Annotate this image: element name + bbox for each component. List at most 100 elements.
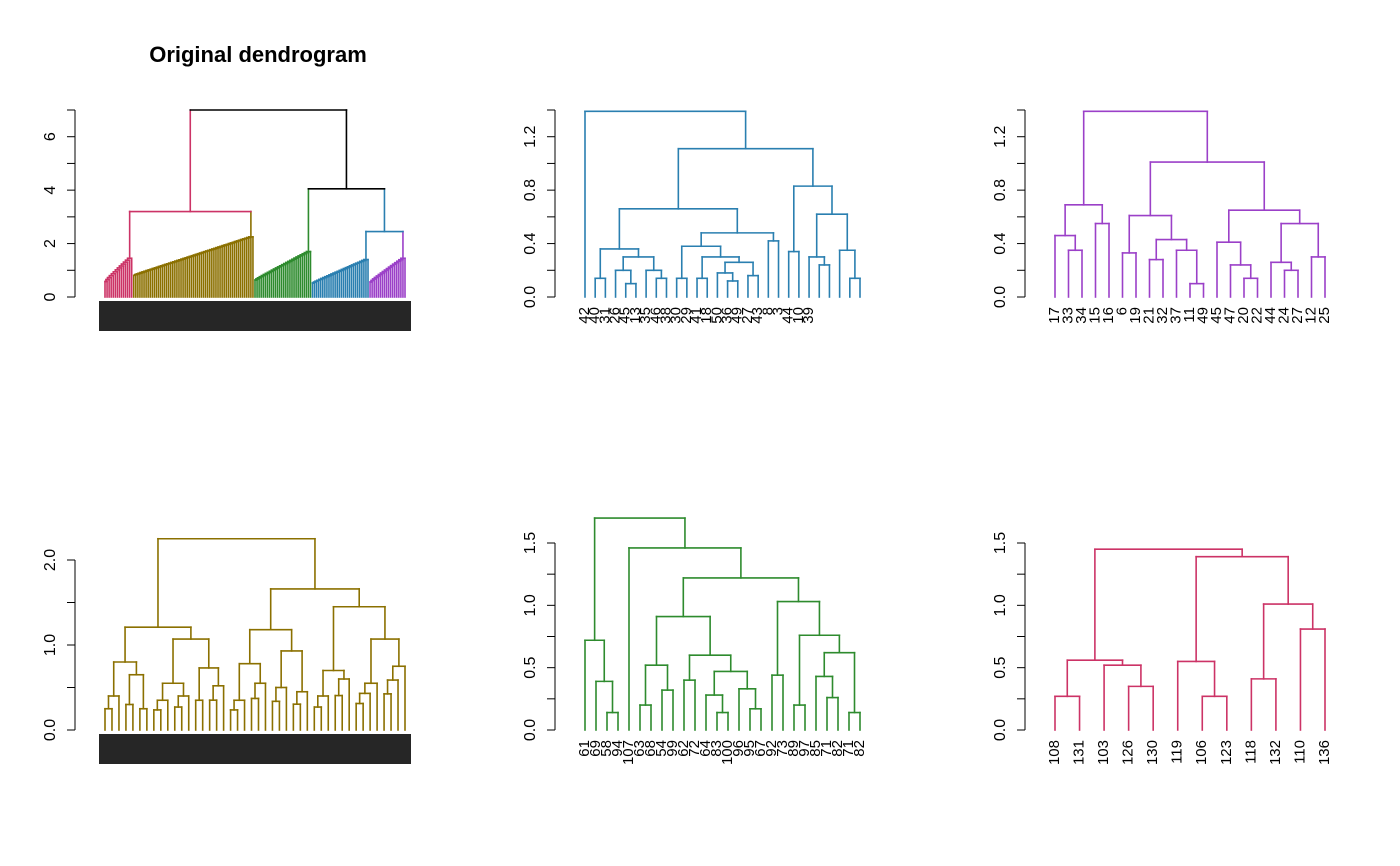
leaf-label: 17: [1046, 307, 1063, 324]
y-tick-label: 0.8: [992, 179, 1009, 201]
leaf-label: 82: [829, 740, 846, 757]
leaf-label: 45: [617, 307, 634, 324]
leaf-label: 73: [774, 740, 791, 757]
leaf-label: 97: [796, 740, 813, 757]
leaf-label: 71: [818, 740, 835, 757]
leaf-label: 44: [780, 307, 797, 324]
panel-olive-cluster: 0.0 1.0 2.0: [42, 537, 411, 764]
leaf-label: 131: [1071, 740, 1088, 765]
panel-title: Original dendrogram: [149, 42, 367, 67]
leaf-label: 132: [1267, 740, 1284, 765]
leaf-label: 61: [576, 740, 593, 757]
leaf-label: 41: [688, 307, 705, 324]
leaf-label: 6: [1113, 307, 1130, 315]
leaf-label: 12: [1302, 307, 1319, 324]
leaf-label: 47: [1221, 307, 1238, 324]
leaf-label: 130: [1144, 740, 1161, 765]
leaf-label: 123: [1218, 740, 1235, 765]
y-tick-label: 4: [42, 186, 59, 195]
y-tick-label: 0.0: [522, 719, 539, 741]
y-tick-label: 1.5: [522, 532, 539, 554]
y-tick-label: 2: [42, 239, 59, 248]
y-tick-label: 0.0: [992, 286, 1009, 308]
leaf-label: 10: [790, 307, 807, 324]
leaf-label: 67: [752, 740, 769, 757]
leaf-label: 39: [800, 307, 817, 324]
leaf-label: 45: [1208, 307, 1225, 324]
leaf-label: 20: [1235, 307, 1252, 324]
leaf-label: 50: [708, 307, 725, 324]
leaf-label: 126: [1120, 740, 1137, 765]
leaf-label: 13: [627, 307, 644, 324]
leaf-label: 68: [642, 740, 659, 757]
leaf-label: 72: [686, 740, 703, 757]
leaf-label: 16: [1100, 307, 1117, 324]
y-tick-label: 1.0: [992, 594, 1009, 616]
leaf-label: 43: [749, 307, 766, 324]
leaf-label: 27: [1289, 307, 1306, 324]
leaf-label: 94: [609, 740, 626, 757]
leaf-label: 3: [769, 307, 786, 315]
leaf-label: 82: [851, 740, 868, 757]
leaf-label: 21: [1140, 307, 1157, 324]
y-tick-label: 1.0: [522, 594, 539, 616]
leaf-label: 100: [719, 740, 736, 765]
leaf-label: 49: [1194, 307, 1211, 324]
leaf-label: 25: [1316, 307, 1333, 324]
leaf-label: 110: [1291, 740, 1308, 764]
y-tick-label: 1.2: [992, 125, 1009, 147]
dense-leaf-labels: [99, 301, 411, 331]
leaf-label: 36: [719, 307, 736, 324]
leaf-label: 42: [576, 307, 593, 324]
leaf-label: 71: [840, 740, 857, 757]
leaf-label: 24: [1275, 307, 1292, 324]
leaf-label: 54: [653, 740, 670, 757]
y-tick-label: 0: [42, 292, 59, 301]
y-tick-label: 6: [42, 132, 59, 141]
leaf-label: 15: [1086, 307, 1103, 324]
leaf-label: 64: [697, 740, 714, 757]
leaf-label: 22: [1248, 307, 1265, 324]
y-tick-label: 0.4: [522, 232, 539, 254]
y-tick-label: 0.5: [522, 656, 539, 678]
y-tick-label: 0.5: [992, 656, 1009, 678]
dense-leaf-labels: [99, 734, 411, 764]
leaf-label: 37: [1167, 307, 1184, 324]
leaf-label: 32: [1154, 307, 1171, 324]
y-tick-label: 0.0: [522, 286, 539, 308]
panel-crimson-cluster: 0.0 0.5 1.0 1.5 108 131 103 126 130 119 106 123 118 1…: [992, 532, 1333, 765]
leaf-label: 19: [1127, 307, 1144, 324]
leaf-label: 119: [1169, 740, 1186, 764]
leaf-label: 92: [763, 740, 780, 757]
leaf-label: 18: [698, 307, 715, 324]
leaf-label: 27: [739, 307, 756, 324]
leaf-label: 46: [647, 307, 664, 324]
y-tick-label: 0.4: [992, 232, 1009, 254]
leaf-label: 99: [664, 740, 681, 757]
y-tick-label: 2.0: [42, 549, 59, 571]
y-tick-label: 0.0: [42, 719, 59, 741]
leaf-label: 30: [668, 307, 685, 324]
y-tick-label: 1.5: [992, 532, 1009, 554]
panel-original-dendrogram: Original dendrogram 0 2 4 6: [42, 42, 411, 331]
leaf-label: 118: [1242, 740, 1259, 764]
panel-purple-cluster: 0.00.40.81.21733341516619213237114945472…: [992, 109, 1333, 324]
leaf-label: 136: [1316, 740, 1333, 765]
y-tick-label: 1.2: [522, 125, 539, 147]
leaf-label: 89: [785, 740, 802, 757]
leaf-label: 34: [1073, 307, 1090, 324]
leaf-label: 85: [807, 740, 824, 757]
leaf-label: 29: [678, 307, 695, 324]
y-tick-label: 0.0: [992, 719, 1009, 741]
leaf-label: 83: [708, 740, 725, 757]
leaf-label: 31: [596, 307, 613, 324]
leaf-label: 40: [586, 307, 603, 324]
y-tick-label: 0.8: [522, 179, 539, 201]
leaf-label: 35: [637, 307, 654, 324]
leaf-label: 26: [607, 307, 624, 324]
y-tick-label: 1.0: [42, 634, 59, 656]
leaf-label: 8: [759, 307, 776, 315]
leaf-label: 49: [729, 307, 746, 324]
